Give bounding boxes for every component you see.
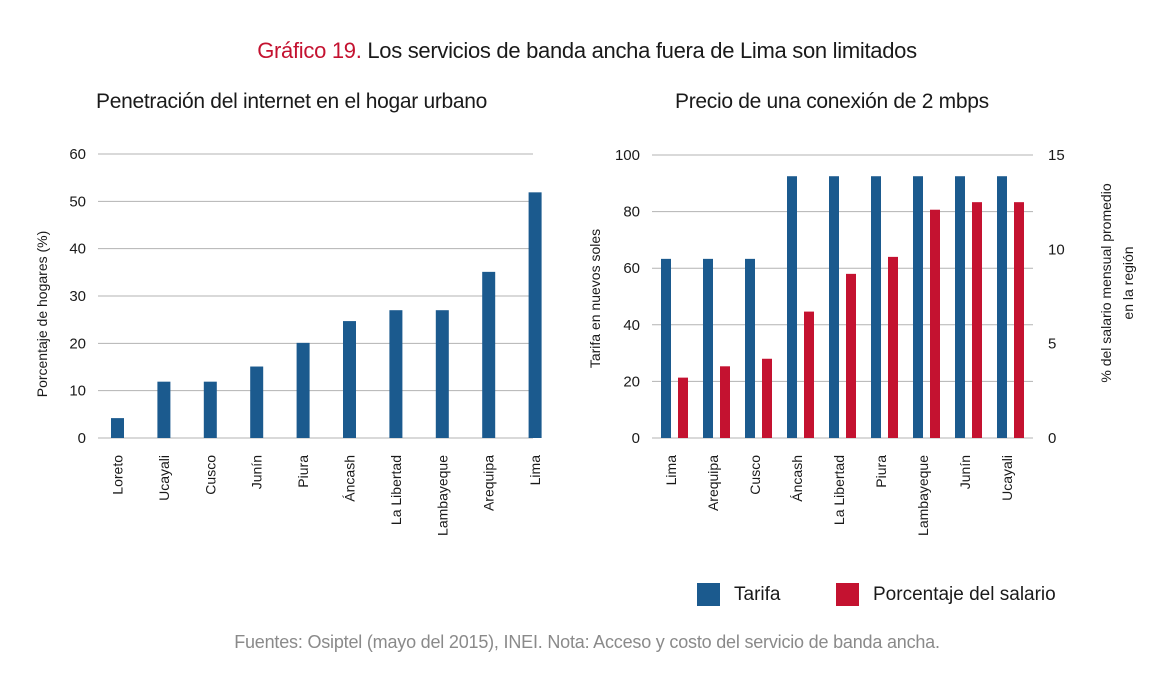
left-x-category-label: Arequipa (481, 455, 497, 511)
figure-title-text: Los servicios de banda ancha fuera de Li… (361, 38, 917, 63)
left-bar (203, 381, 217, 438)
porcentaje-bar (678, 377, 688, 438)
tarifa-bar (703, 258, 713, 438)
left-bar (296, 342, 310, 438)
left-x-category-label: Piura (295, 455, 311, 488)
left-y-tick-label: 50 (69, 193, 86, 210)
right-x-category-label: Ucayali (999, 455, 1015, 501)
legend-swatch-porcentaje (836, 583, 859, 606)
right-x-category-label: Junín (957, 455, 973, 489)
porcentaje-bar (888, 256, 898, 438)
right-x-category-label: Lima (663, 455, 679, 486)
right-y-tick-label: 100 (615, 147, 640, 164)
right-secondary-y-axis-label: % del salario mensual promedio (1098, 183, 1114, 382)
tarifa-bar (955, 176, 965, 438)
tarifa-bar (661, 258, 671, 438)
porcentaje-bar (930, 209, 940, 438)
legend-item-porcentaje: Porcentaje del salario (836, 583, 1056, 606)
left-bar (343, 321, 356, 438)
right-x-category-label: Lambayeque (915, 455, 931, 536)
legend-swatch-tarifa (697, 583, 720, 606)
right-y-tick-label: 60 (623, 260, 640, 277)
right-x-category-label: La Libertad (831, 455, 847, 525)
right-x-category-label: Cusco (747, 455, 763, 495)
right-secondary-y-tick-label: 15 (1048, 147, 1065, 164)
right-secondary-y-tick-label: 5 (1048, 336, 1056, 353)
figure-number: Gráfico 19. (257, 38, 362, 63)
left-y-axis-label: Porcentaje de hogares (%) (34, 231, 50, 398)
tarifa-bar (745, 258, 755, 438)
right-y-tick-label: 40 (623, 317, 640, 334)
tarifa-bar (997, 176, 1007, 438)
right-secondary-y-axis-label: en la región (1120, 246, 1136, 319)
legend-label-porcentaje: Porcentaje del salario (873, 583, 1056, 605)
left-bar (528, 192, 542, 438)
left-x-category-label: Ucayali (156, 455, 172, 501)
porcentaje-bar (762, 358, 772, 438)
porcentaje-bar (804, 311, 814, 438)
porcentaje-bar (1014, 202, 1024, 438)
left-y-tick-label: 60 (69, 146, 86, 163)
left-x-category-label: Lima (527, 455, 543, 486)
porcentaje-bar (846, 273, 856, 438)
left-x-category-label: La Libertad (388, 455, 404, 525)
right-secondary-y-tick-label: 10 (1048, 241, 1065, 258)
left-y-tick-label: 20 (69, 335, 86, 352)
source-note: Fuentes: Osiptel (mayo del 2015), INEI. … (234, 632, 940, 652)
left-bar (482, 271, 496, 438)
left-x-category-label: Loreto (110, 455, 126, 495)
tarifa-bar (787, 176, 797, 438)
right-chart-title: Precio de una conexión de 2 mbps (675, 90, 989, 113)
right-y-tick-label: 20 (623, 373, 640, 390)
left-y-tick-label: 40 (69, 241, 86, 258)
left-bar (250, 366, 264, 438)
left-x-category-label: Junín (249, 455, 265, 489)
left-y-tick-label: 10 (69, 383, 86, 400)
left-x-category-label: Cusco (202, 455, 218, 495)
left-bar (389, 310, 403, 438)
left-bar (435, 310, 449, 438)
tarifa-bar (829, 176, 839, 438)
left-bar (111, 418, 124, 438)
tarifa-bar (913, 176, 923, 438)
right-x-category-label: Piura (873, 455, 889, 488)
tarifa-bar (871, 176, 881, 438)
right-x-category-label: Arequipa (705, 455, 721, 511)
left-y-tick-label: 30 (69, 288, 86, 305)
legend-item-tarifa: Tarifa (697, 583, 780, 606)
porcentaje-bar (972, 202, 982, 438)
left-x-category-label: Lambayeque (434, 455, 450, 536)
right-y-axis-label: Tarifa en nuevos soles (587, 229, 603, 368)
left-x-category-label: Áncash (342, 455, 358, 502)
legend-label-tarifa: Tarifa (734, 583, 781, 605)
right-x-category-label: Áncash (789, 455, 805, 502)
left-chart-title: Penetración del internet en el hogar urb… (96, 90, 488, 113)
right-y-tick-label: 0 (632, 430, 640, 447)
figure-title: Gráfico 19. Los servicios de banda ancha… (0, 38, 1174, 64)
right-y-tick-label: 80 (623, 204, 640, 221)
right-secondary-y-tick-label: 0 (1048, 430, 1056, 447)
porcentaje-bar (720, 366, 730, 438)
left-y-tick-label: 0 (78, 430, 86, 447)
left-bar (157, 381, 171, 438)
